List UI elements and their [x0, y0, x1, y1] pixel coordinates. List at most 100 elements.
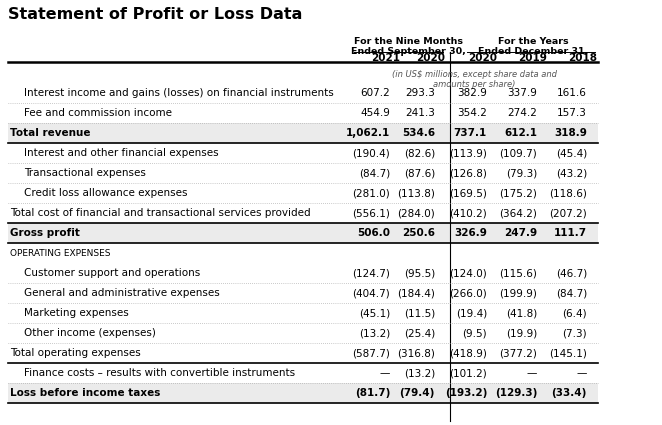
Text: (81.7): (81.7): [355, 388, 390, 398]
Text: Transactional expenses: Transactional expenses: [24, 168, 146, 178]
Text: (6.4): (6.4): [563, 308, 587, 318]
Text: (33.4): (33.4): [551, 388, 587, 398]
Text: (in US$ millions, except share data and
amounts per share): (in US$ millions, except share data and …: [392, 70, 557, 89]
Text: (41.8): (41.8): [506, 308, 537, 318]
Text: (193.2): (193.2): [445, 388, 487, 398]
Text: (410.2): (410.2): [449, 208, 487, 218]
Text: (190.4): (190.4): [352, 148, 390, 158]
Text: (364.2): (364.2): [499, 208, 537, 218]
Text: OPERATING EXPENSES: OPERATING EXPENSES: [10, 249, 111, 258]
Text: 247.9: 247.9: [504, 228, 537, 238]
Text: (175.2): (175.2): [499, 188, 537, 198]
Text: (145.1): (145.1): [549, 348, 587, 358]
Text: (115.6): (115.6): [499, 268, 537, 278]
Text: 293.3: 293.3: [405, 88, 435, 98]
Text: (45.1): (45.1): [359, 308, 390, 318]
Bar: [8, 223, 598, 243]
Text: 274.2: 274.2: [507, 108, 537, 118]
Text: 2019: 2019: [518, 53, 547, 63]
Text: —: —: [577, 368, 587, 378]
Text: (587.7): (587.7): [352, 348, 390, 358]
Text: (25.4): (25.4): [404, 328, 435, 338]
Text: Interest and other financial expenses: Interest and other financial expenses: [24, 148, 218, 158]
Text: 2020: 2020: [416, 53, 446, 63]
Text: (118.6): (118.6): [549, 188, 587, 198]
Text: (82.6): (82.6): [404, 148, 435, 158]
Text: (124.7): (124.7): [352, 268, 390, 278]
Text: —: —: [527, 368, 537, 378]
Text: General and administrative expenses: General and administrative expenses: [24, 288, 220, 298]
Text: (126.8): (126.8): [449, 168, 487, 178]
Text: Total operating expenses: Total operating expenses: [10, 348, 141, 358]
Text: Total revenue: Total revenue: [10, 128, 91, 138]
Text: (169.5): (169.5): [449, 188, 487, 198]
Text: (43.2): (43.2): [556, 168, 587, 178]
Text: 111.7: 111.7: [554, 228, 587, 238]
Text: 354.2: 354.2: [457, 108, 487, 118]
Text: (79.4): (79.4): [400, 388, 435, 398]
Text: 454.9: 454.9: [360, 108, 390, 118]
Text: (45.4): (45.4): [556, 148, 587, 158]
Text: (19.9): (19.9): [506, 328, 537, 338]
Text: 318.9: 318.9: [554, 128, 587, 138]
Text: (284.0): (284.0): [397, 208, 435, 218]
Text: 161.6: 161.6: [557, 88, 587, 98]
Text: (316.8): (316.8): [397, 348, 435, 358]
Text: Customer support and operations: Customer support and operations: [24, 268, 200, 278]
Text: (9.5): (9.5): [462, 328, 487, 338]
Text: Statement of Profit or Loss Data: Statement of Profit or Loss Data: [8, 7, 303, 22]
Text: (109.7): (109.7): [499, 148, 537, 158]
Text: (79.3): (79.3): [506, 168, 537, 178]
Text: (113.9): (113.9): [449, 148, 487, 158]
Text: 241.3: 241.3: [405, 108, 435, 118]
Text: 2021: 2021: [371, 53, 401, 63]
Text: 337.9: 337.9: [507, 88, 537, 98]
Text: 250.6: 250.6: [402, 228, 435, 238]
Text: Gross profit: Gross profit: [10, 228, 80, 238]
Text: Credit loss allowance expenses: Credit loss allowance expenses: [24, 188, 187, 198]
Text: (184.4): (184.4): [397, 288, 435, 298]
Text: (377.2): (377.2): [499, 348, 537, 358]
Text: (11.5): (11.5): [404, 308, 435, 318]
Text: 326.9: 326.9: [454, 228, 487, 238]
Bar: [8, 123, 598, 143]
Text: (281.0): (281.0): [352, 188, 390, 198]
Text: (84.7): (84.7): [556, 288, 587, 298]
Text: (101.2): (101.2): [449, 368, 487, 378]
Text: For the Nine Months
Ended September 30,: For the Nine Months Ended September 30,: [351, 37, 466, 57]
Text: (124.0): (124.0): [449, 268, 487, 278]
Text: (404.7): (404.7): [352, 288, 390, 298]
Text: (13.2): (13.2): [359, 328, 390, 338]
Text: (19.4): (19.4): [455, 308, 487, 318]
Text: 506.0: 506.0: [357, 228, 390, 238]
Text: (207.2): (207.2): [549, 208, 587, 218]
Text: (87.6): (87.6): [404, 168, 435, 178]
Text: 382.9: 382.9: [457, 88, 487, 98]
Text: (95.5): (95.5): [404, 268, 435, 278]
Text: (199.9): (199.9): [499, 288, 537, 298]
Text: Other income (expenses): Other income (expenses): [24, 328, 156, 338]
Text: (113.8): (113.8): [397, 188, 435, 198]
Text: Interest income and gains (losses) on financial instruments: Interest income and gains (losses) on fi…: [24, 88, 334, 98]
Bar: [8, 383, 598, 403]
Text: (84.7): (84.7): [359, 168, 390, 178]
Text: (129.3): (129.3): [495, 388, 537, 398]
Text: —: —: [379, 368, 390, 378]
Text: (266.0): (266.0): [449, 288, 487, 298]
Text: 737.1: 737.1: [453, 128, 487, 138]
Text: Loss before income taxes: Loss before income taxes: [10, 388, 160, 398]
Text: 534.6: 534.6: [402, 128, 435, 138]
Text: 607.2: 607.2: [360, 88, 390, 98]
Text: Fee and commission income: Fee and commission income: [24, 108, 172, 118]
Text: (556.1): (556.1): [352, 208, 390, 218]
Text: 157.3: 157.3: [557, 108, 587, 118]
Text: 612.1: 612.1: [504, 128, 537, 138]
Text: 2020: 2020: [469, 53, 498, 63]
Text: 2018: 2018: [569, 53, 598, 63]
Text: 1,062.1: 1,062.1: [346, 128, 390, 138]
Text: (7.3): (7.3): [563, 328, 587, 338]
Text: For the Years
Ended December 31,: For the Years Ended December 31,: [478, 37, 589, 57]
Text: (46.7): (46.7): [556, 268, 587, 278]
Text: Total cost of financial and transactional services provided: Total cost of financial and transactiona…: [10, 208, 310, 218]
Text: Marketing expenses: Marketing expenses: [24, 308, 128, 318]
